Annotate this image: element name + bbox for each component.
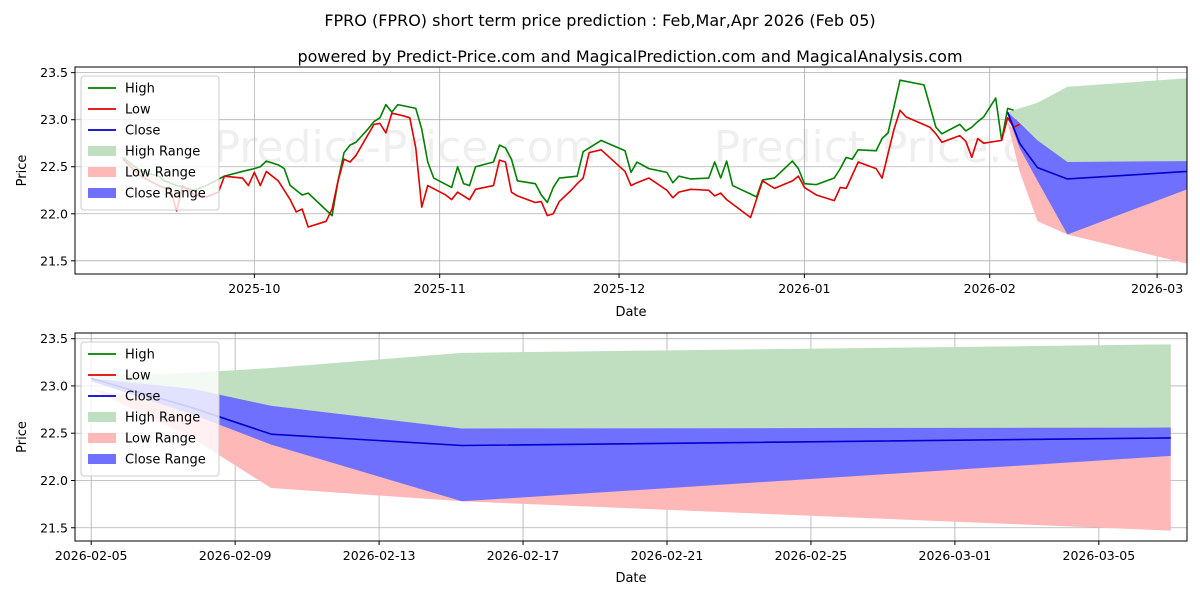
- plot-area: [122, 78, 1187, 264]
- legend-patch-swatch: [88, 188, 116, 198]
- legend-label: Low: [125, 103, 151, 118]
- close-range-band: [1007, 112, 1187, 235]
- y-tick-label: 23.5: [40, 65, 68, 80]
- x-tick-label: 2026-03-01: [919, 548, 992, 563]
- low-series-line: [122, 109, 1020, 228]
- x-tick-label: 2026-02-09: [199, 548, 272, 563]
- x-tick-label: 2025-12: [593, 281, 645, 296]
- legend: High Low Close High Range Low Range Close Ran…: [80, 341, 220, 477]
- legend-label: Close: [125, 124, 160, 139]
- y-tick-label: 21.5: [40, 520, 68, 535]
- legend-label: Close: [125, 390, 160, 405]
- y-tick-label: 23.0: [40, 378, 68, 393]
- high-series-line: [122, 79, 1014, 217]
- x-tick-label: 2026-02-13: [343, 548, 416, 563]
- y-axis-label: Price: [15, 421, 30, 453]
- legend: High Low Close High Range Low Range Close Ran…: [80, 75, 220, 211]
- x-tick-label: 2026-02-17: [487, 548, 560, 563]
- legend-patch-swatch: [88, 167, 116, 177]
- legend-label: High Range: [125, 411, 200, 426]
- legend-patch-swatch: [88, 412, 116, 422]
- close-series-line: [1006, 111, 1187, 180]
- x-tick-label: 2026-02-21: [631, 548, 704, 563]
- legend-label: Low: [125, 369, 151, 384]
- top-panel: Predict-Price.com Predict-Price.com2025-1…: [15, 65, 1188, 320]
- x-tick-label: 2025-11: [414, 281, 466, 296]
- legend-patch-swatch: [88, 433, 116, 443]
- x-tick-label: 2026-01: [778, 281, 830, 296]
- plot-area: [90, 344, 1171, 531]
- x-tick-label: 2025-10: [228, 281, 280, 296]
- legend-label: High: [125, 348, 155, 363]
- y-tick-label: 22.5: [40, 159, 68, 174]
- legend-patch-swatch: [88, 454, 116, 464]
- chart-title: FPRO (FPRO) short term price prediction …: [324, 11, 875, 30]
- legend-label: Close Range: [125, 187, 206, 202]
- x-tick-label: 2026-03: [1131, 281, 1183, 296]
- legend-label: High: [125, 82, 155, 97]
- legend-label: High Range: [125, 145, 200, 160]
- x-tick-label: 2026-02-05: [55, 548, 128, 563]
- y-tick-label: 23.5: [40, 331, 68, 346]
- y-tick-label: 23.0: [40, 112, 68, 127]
- x-axis-label: Date: [615, 305, 646, 320]
- y-tick-label: 21.5: [40, 253, 68, 268]
- high-range-band: [91, 344, 1171, 429]
- x-axis-label: Date: [615, 571, 646, 586]
- x-tick-label: 2026-02: [964, 281, 1016, 296]
- y-tick-label: 22.0: [40, 473, 68, 488]
- y-tick-label: 22.0: [40, 206, 68, 221]
- axes-frame: [74, 66, 1188, 275]
- high-range-band: [1007, 78, 1187, 163]
- axes-frame: [74, 332, 1188, 542]
- legend-label: Close Range: [125, 453, 206, 468]
- legend-patch-swatch: [88, 146, 116, 156]
- y-axis-label: Price: [15, 155, 30, 187]
- legend-label: Low Range: [125, 166, 196, 181]
- legend-label: Low Range: [125, 432, 196, 447]
- x-tick-label: 2026-03-05: [1063, 548, 1136, 563]
- bottom-panel: Predict-Price.comPredict-Price.com2026-0…: [15, 331, 1188, 586]
- chart-subtitle: powered by Predict-Price.com and Magical…: [297, 47, 962, 66]
- y-tick-label: 22.5: [40, 426, 68, 441]
- x-tick-label: 2026-02-25: [775, 548, 848, 563]
- close-range-band: [91, 378, 1171, 502]
- watermark-text: Predict-Price.com: [214, 122, 597, 173]
